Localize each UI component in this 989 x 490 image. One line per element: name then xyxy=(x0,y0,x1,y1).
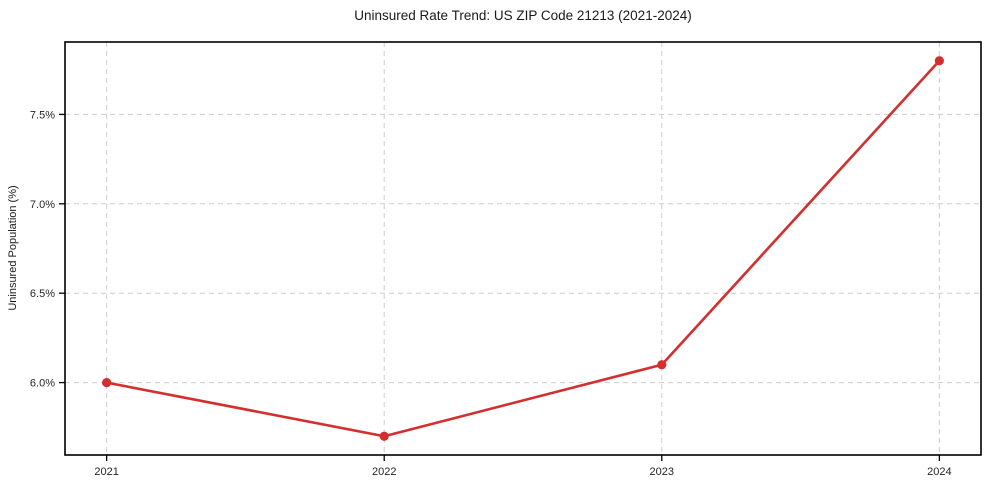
y-tick-label: 7.0% xyxy=(30,199,55,211)
plot-frame xyxy=(64,41,982,456)
data-point xyxy=(934,56,944,66)
y-tick-label: 6.5% xyxy=(30,288,55,300)
chart-title: Uninsured Rate Trend: US ZIP Code 21213 … xyxy=(354,8,692,23)
y-axis-label: Uninsured Population (%) xyxy=(7,185,19,311)
data-point xyxy=(379,431,389,441)
y-tick-label: 7.5% xyxy=(30,109,55,121)
x-tick-label: 2021 xyxy=(94,466,118,478)
x-tick-label: 2023 xyxy=(650,466,674,478)
data-point xyxy=(657,360,667,370)
trend-line xyxy=(105,59,941,438)
x-tick-label: 2024 xyxy=(927,466,951,478)
data-point xyxy=(102,377,112,388)
y-tick-label: 6.0% xyxy=(30,378,55,390)
x-tick-label: 2022 xyxy=(372,466,396,478)
